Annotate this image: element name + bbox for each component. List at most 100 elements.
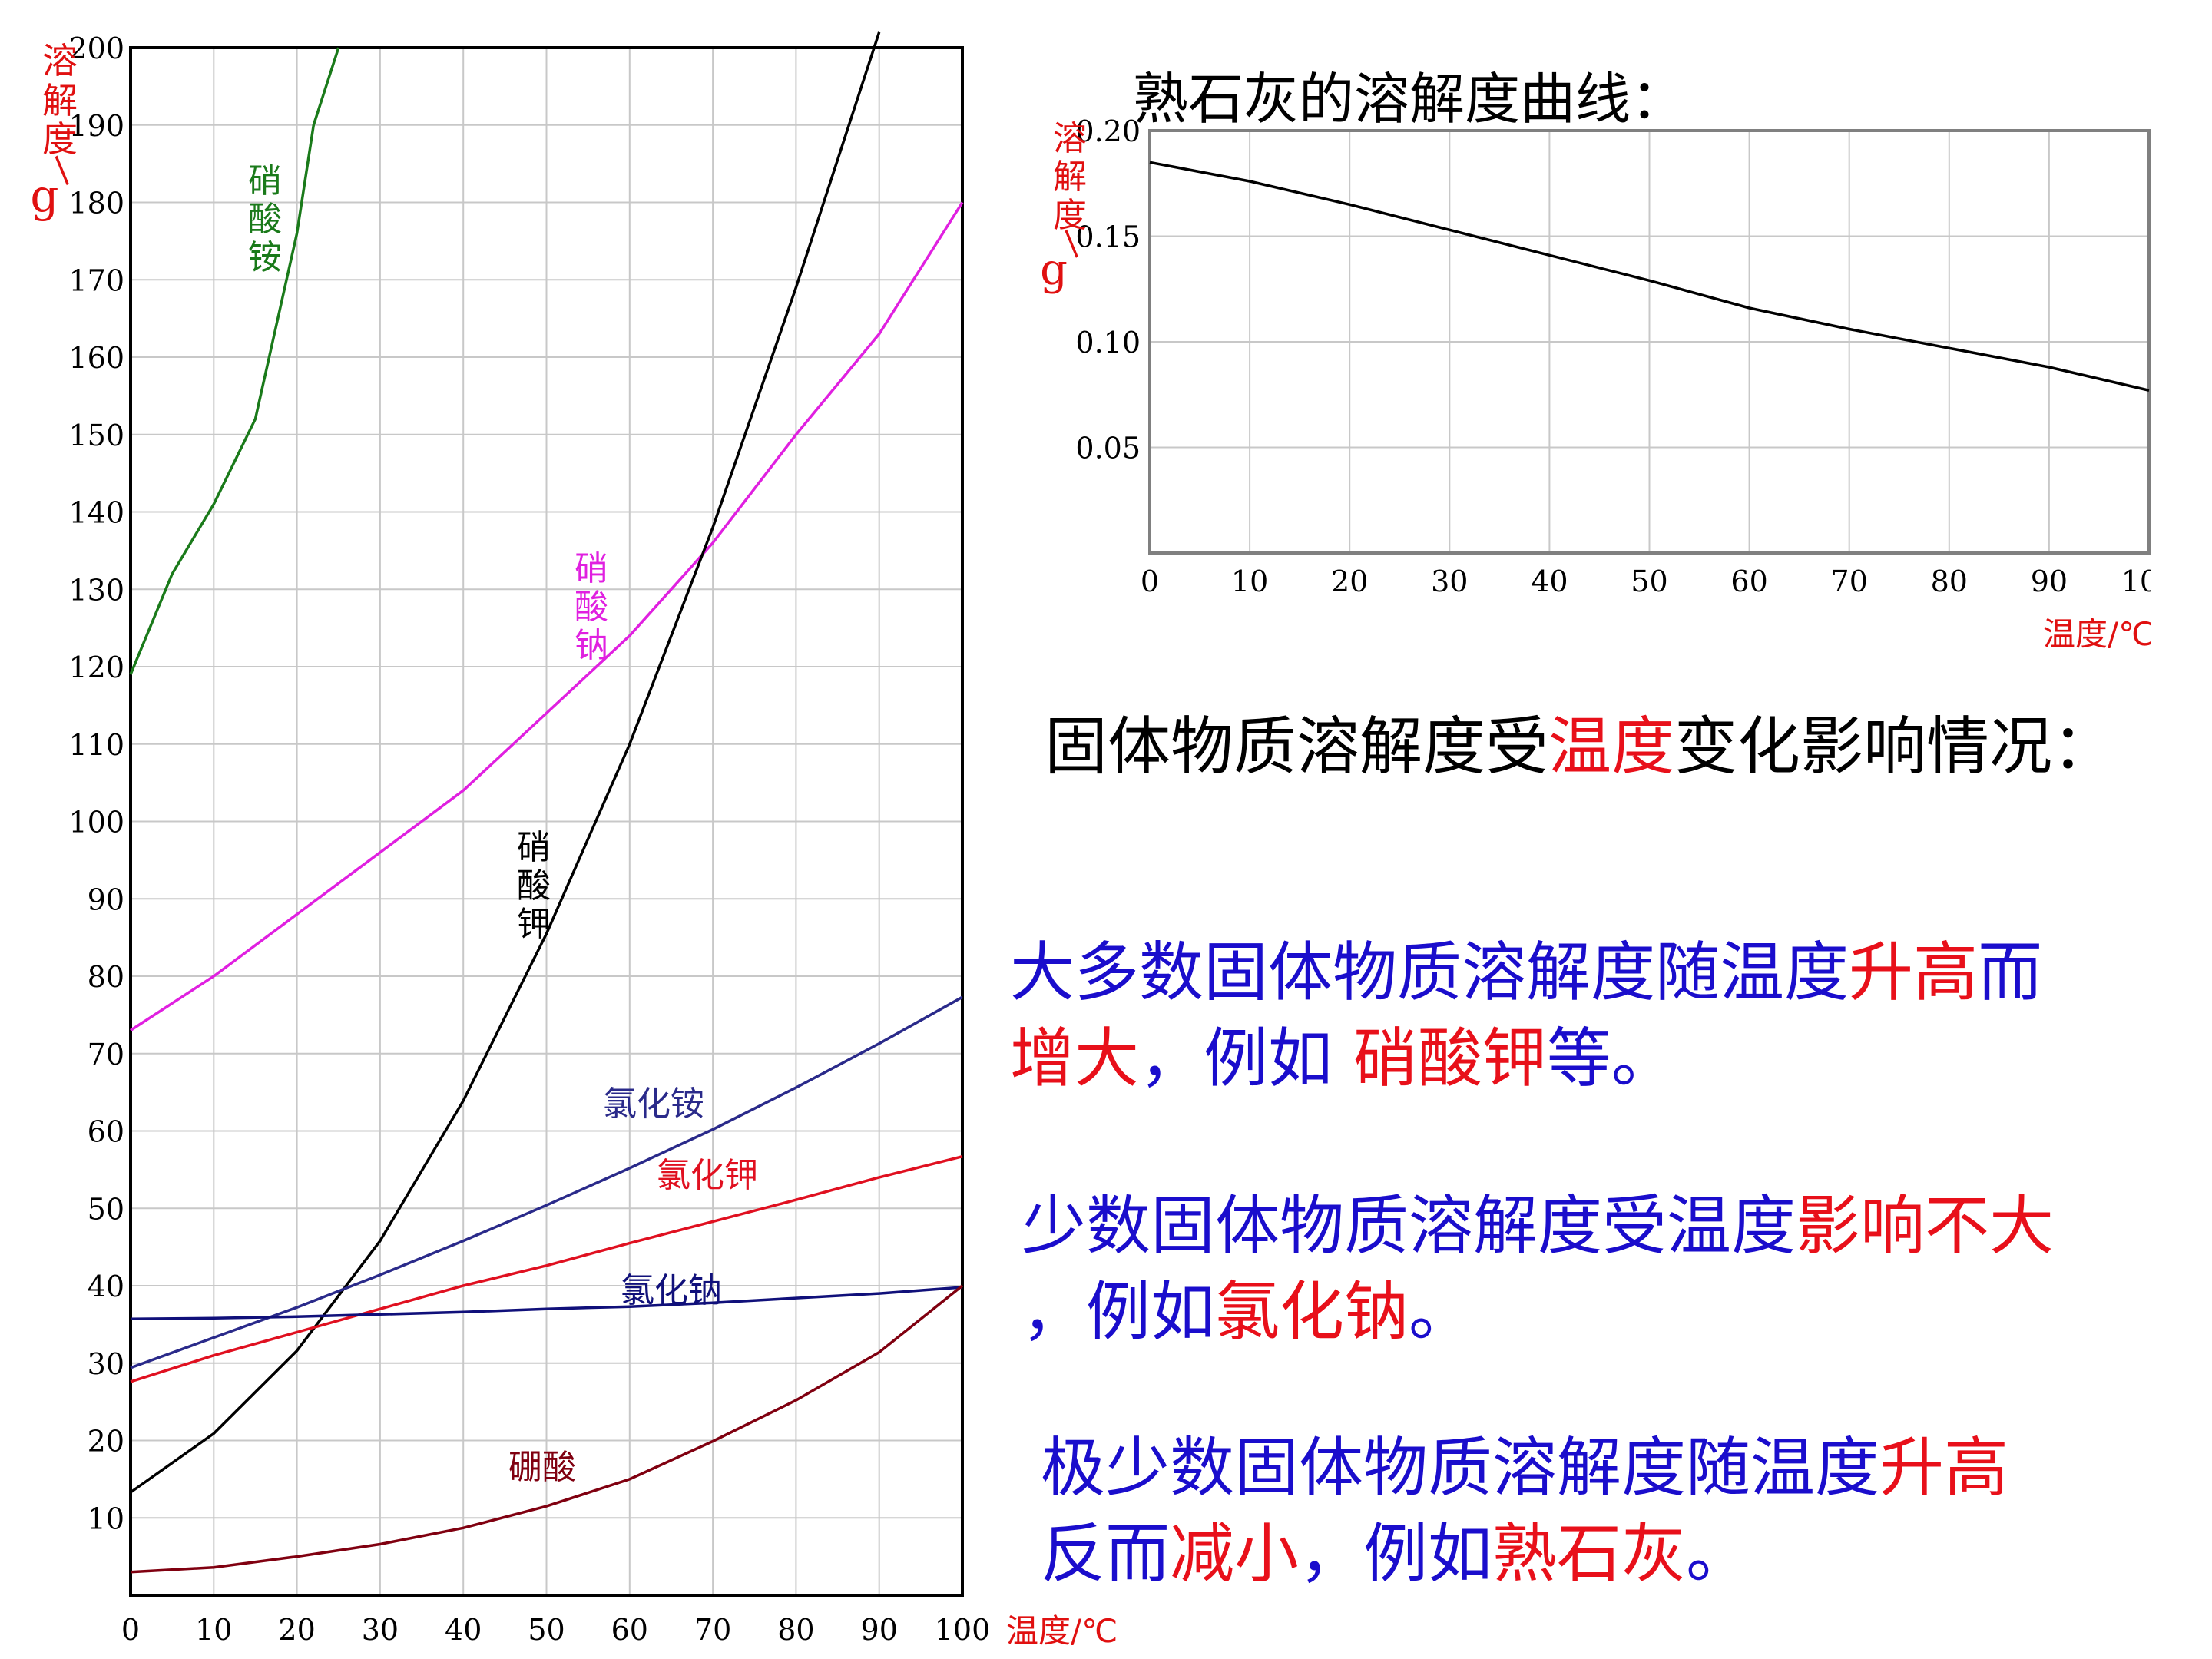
p3-b: 升高 bbox=[1879, 1430, 2009, 1505]
left-y-axis-label-char: 溶 bbox=[42, 40, 78, 81]
p1-d: 增大 bbox=[1010, 1021, 1140, 1096]
left-x-tick-label: 0 bbox=[121, 1613, 140, 1647]
left-y-tick-label: 10 bbox=[88, 1502, 124, 1535]
left-series-line bbox=[130, 1286, 963, 1321]
right-x-tick-label: 0 bbox=[1141, 565, 1159, 598]
left-y-axis-label-char: g bbox=[30, 170, 58, 222]
left-y-axis-label-char: 度 bbox=[42, 118, 78, 160]
left-x-tick-label: 40 bbox=[445, 1613, 482, 1647]
right-x-tick-label: 80 bbox=[1931, 565, 1968, 598]
left-series-label-char: 酸 bbox=[248, 200, 282, 239]
left-series-label-char: 硝 bbox=[517, 828, 551, 867]
p2-a: 少数固体物质溶解度受温度 bbox=[1022, 1188, 1796, 1263]
paragraph-3-line-1: 极少数固体物质溶解度随温度升高 bbox=[1041, 1425, 2008, 1511]
left-x-axis-label: 温度/℃ bbox=[1006, 1612, 1118, 1650]
left-series-label: 硼酸 bbox=[508, 1448, 576, 1487]
p2-c: ，例如 bbox=[1022, 1274, 1216, 1349]
left-solubility-chart: 0 10 20 30 40 50 60 70 80 90 100 10 20 30 40 50 60 70 80 90… bbox=[30, 31, 1118, 1650]
left-series-line bbox=[130, 1155, 963, 1383]
left-series-label-char: 酸 bbox=[575, 588, 608, 627]
right-y-axis-label-char: g bbox=[1040, 245, 1068, 295]
left-y-tick-label: 30 bbox=[88, 1347, 124, 1381]
right-x-tick-label: 100 bbox=[2121, 565, 2151, 598]
left-y-tick-label: 90 bbox=[88, 882, 124, 916]
left-y-tick-label: 150 bbox=[68, 419, 124, 452]
paragraph-1-line-2: 增大，例如 硝酸钾等。 bbox=[1010, 1015, 2042, 1101]
heading-pre: 固体物质溶解度受 bbox=[1045, 710, 1549, 783]
right-x-tick-label: 60 bbox=[1730, 565, 1767, 598]
p1-b: 升高 bbox=[1849, 935, 1979, 1010]
right-x-axis-label: 温度/℃ bbox=[2043, 615, 2151, 653]
right-y-tick-label: 0.15 bbox=[1075, 220, 1141, 254]
left-x-tick-label: 80 bbox=[777, 1613, 814, 1647]
left-series-label: 氯化铵 bbox=[603, 1084, 704, 1124]
left-y-tick-label: 120 bbox=[68, 651, 124, 684]
left-series-label-char: 硝 bbox=[575, 549, 608, 588]
heading-post: 变化影响情况： bbox=[1674, 710, 2116, 783]
p3-f: 熟石灰 bbox=[1492, 1516, 1687, 1591]
right-solubility-chart: 0 10 20 30 40 50 60 70 80 90 100 0.20 0.15 0.10 0.05 溶解… bbox=[1040, 114, 2151, 653]
heading-highlight: 温度 bbox=[1548, 710, 1675, 783]
right-plot-frame bbox=[1148, 129, 2151, 555]
left-series-label-char: 铵 bbox=[248, 238, 282, 277]
p2-b: 影响不大 bbox=[1796, 1188, 2055, 1263]
left-x-tick-label: 50 bbox=[528, 1613, 565, 1647]
left-y-tick-label: 50 bbox=[88, 1192, 124, 1226]
left-y-tick-label: 200 bbox=[68, 31, 124, 65]
right-y-axis-label-char: 溶 bbox=[1053, 119, 1087, 158]
right-x-tick-label: 90 bbox=[2031, 565, 2068, 598]
heading-line: 固体物质溶解度受温度变化影响情况： bbox=[1045, 695, 2115, 786]
left-y-tick-label: 170 bbox=[68, 263, 124, 297]
p1-c: 而 bbox=[1978, 935, 2043, 1010]
right-x-tick-label: 50 bbox=[1631, 565, 1667, 598]
left-series-label-char: 酸 bbox=[517, 866, 551, 906]
left-y-tick-label: 190 bbox=[68, 109, 124, 143]
right-x-tick-label: 20 bbox=[1331, 565, 1368, 598]
left-y-tick-label: 160 bbox=[68, 341, 124, 375]
left-series-line bbox=[129, 47, 340, 675]
left-x-tick-label: 70 bbox=[694, 1613, 731, 1647]
right-series-line bbox=[1149, 161, 2150, 392]
left-x-tick-label: 60 bbox=[611, 1613, 648, 1647]
left-plot-frame bbox=[129, 46, 964, 1597]
left-series-label-char: 硝 bbox=[248, 161, 282, 200]
p3-c: 反而 bbox=[1041, 1516, 1171, 1591]
right-y-tick-label: 0.05 bbox=[1075, 432, 1141, 465]
right-x-tick-label: 70 bbox=[1831, 565, 1868, 598]
p1-f: 硝酸钾 bbox=[1353, 1021, 1547, 1096]
right-y-axis-label-char: 度 bbox=[1053, 196, 1087, 235]
right-y-tick-label: 0.10 bbox=[1075, 326, 1141, 359]
paragraph-1-line-1: 大多数固体物质溶解度随温度升高而 bbox=[1010, 929, 2042, 1015]
p2-e: 。 bbox=[1409, 1274, 1474, 1349]
left-series-label-char: 钾 bbox=[517, 905, 551, 944]
p2-d: 氯化钠 bbox=[1215, 1274, 1409, 1349]
left-x-tick-label: 30 bbox=[362, 1613, 399, 1647]
paragraph-2: 少数固体物质溶解度受温度影响不大 ，例如氯化钠。 bbox=[1022, 1183, 2054, 1355]
right-y-axis-label-char: 解 bbox=[1053, 157, 1087, 197]
left-y-tick-label: 100 bbox=[68, 806, 124, 839]
paragraph-2-line-2: ，例如氯化钠。 bbox=[1022, 1269, 2054, 1355]
left-x-tick-label: 10 bbox=[195, 1613, 232, 1647]
left-series-line bbox=[130, 1284, 964, 1574]
left-series-label: 氯化钠 bbox=[621, 1271, 722, 1310]
left-y-tick-label: 80 bbox=[88, 960, 124, 994]
left-y-tick-label: 70 bbox=[88, 1038, 124, 1071]
left-y-axis-label-char: 解 bbox=[42, 80, 78, 121]
paragraph-1: 大多数固体物质溶解度随温度升高而 增大，例如 硝酸钾等。 bbox=[1010, 929, 2042, 1101]
right-chart-title: 熟石灰的溶解度曲线： bbox=[1133, 67, 1687, 131]
left-y-tick-label: 20 bbox=[88, 1425, 124, 1459]
left-x-tick-label: 100 bbox=[935, 1613, 991, 1647]
p3-d: 减小 bbox=[1170, 1516, 1300, 1591]
left-y-tick-label: 40 bbox=[88, 1270, 124, 1303]
left-x-tick-label: 20 bbox=[278, 1613, 315, 1647]
left-y-tick-label: 140 bbox=[68, 496, 124, 530]
p1-a: 大多数固体物质溶解度随温度 bbox=[1010, 935, 1849, 1010]
p3-e: ，例如 bbox=[1299, 1516, 1493, 1591]
left-y-tick-label: 180 bbox=[68, 187, 124, 220]
paragraph-3: 极少数固体物质溶解度随温度升高 反而减小，例如熟石灰。 bbox=[1041, 1425, 2008, 1597]
p1-e: ，例如 bbox=[1139, 1021, 1353, 1096]
p1-g: 等。 bbox=[1546, 1021, 1676, 1096]
left-y-tick-label: 110 bbox=[68, 728, 124, 762]
left-y-tick-label: 60 bbox=[88, 1115, 124, 1149]
